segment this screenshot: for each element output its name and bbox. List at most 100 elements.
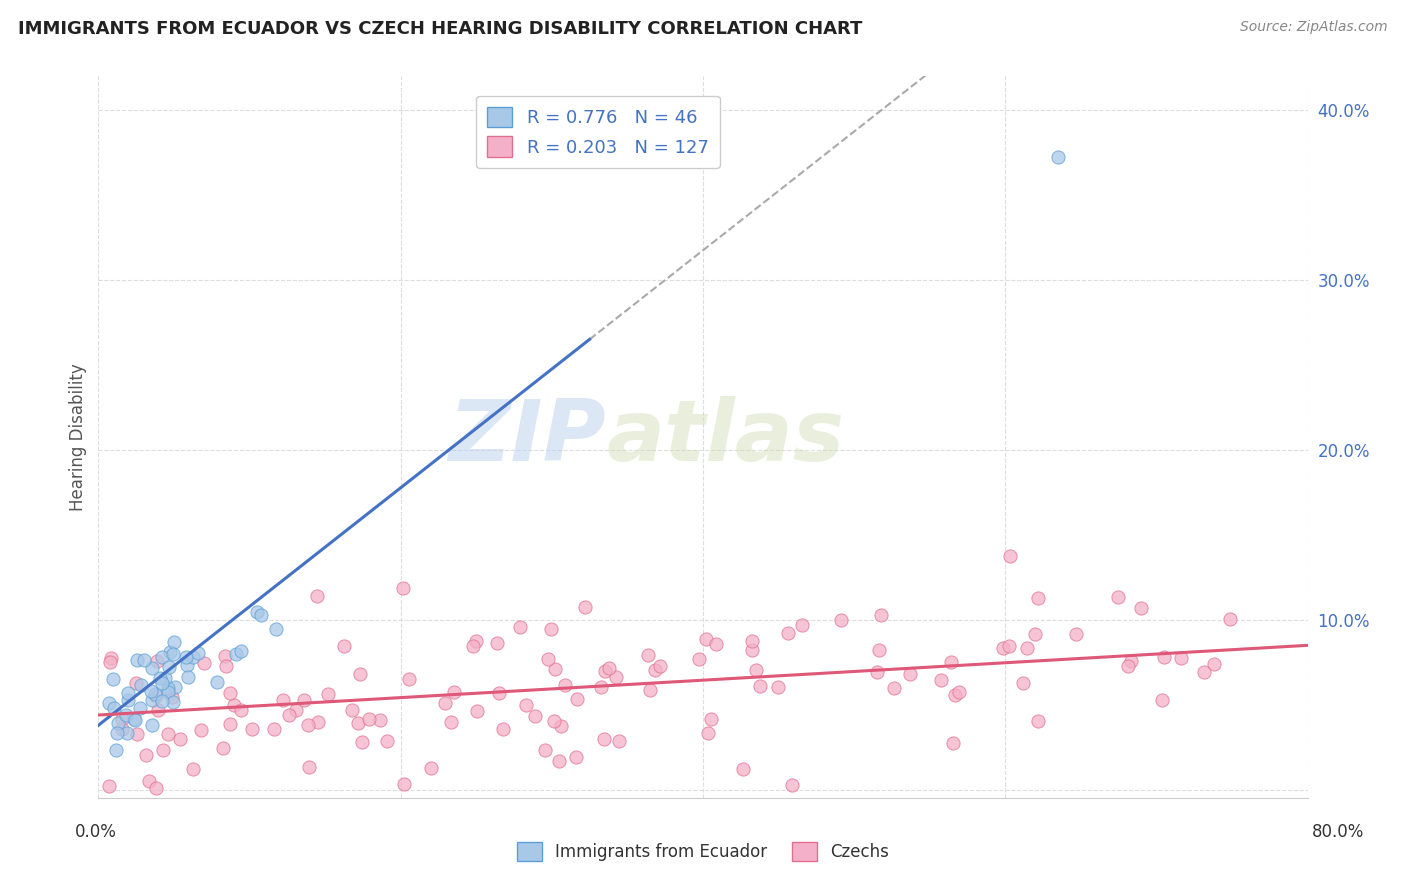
Point [152,742,174,756]
Point [1153,649,1175,664]
Point [574,599,596,614]
Point [1015,641,1038,656]
Point [156,681,179,695]
Point [593,732,616,747]
Point [1026,714,1049,729]
Point [117,726,139,740]
Point [214,649,236,664]
Point [780,778,803,792]
Point [866,665,889,679]
Point [292,693,315,707]
Point [463,639,485,653]
Point [100,651,122,665]
Point [284,702,307,716]
Point [644,663,666,677]
Point [591,680,613,694]
Point [229,644,252,658]
Point [607,734,630,748]
Point [548,754,571,768]
Point [998,549,1021,563]
Point [132,653,155,667]
Point [146,654,169,668]
Point [211,741,233,756]
Point [333,639,356,653]
Point [540,622,562,636]
Point [141,718,163,732]
Point [515,698,537,712]
Point [150,676,173,690]
Point [1047,150,1070,164]
Point [440,714,463,729]
Point [443,685,465,699]
Point [352,735,374,749]
Text: 0.0%: 0.0% [75,822,117,840]
Point [160,690,183,704]
Point [745,663,768,677]
Point [263,722,285,736]
Point [534,743,557,757]
Point [100,655,122,669]
Point [135,747,157,762]
Point [598,660,620,674]
Point [748,679,770,693]
Legend: Immigrants from Ecuador, Czechs: Immigrants from Ecuador, Czechs [510,835,896,868]
Point [163,635,186,649]
Point [107,715,129,730]
Point [129,678,152,692]
Point [176,658,198,673]
Point [398,672,420,686]
Point [488,686,510,700]
Point [122,712,145,726]
Point [943,688,966,702]
Point [1024,627,1046,641]
Point [225,648,247,662]
Point [342,703,364,717]
Point [1170,650,1192,665]
Point [117,686,139,700]
Point [868,643,890,657]
Point [177,670,200,684]
Point [159,644,181,658]
Point [1011,676,1033,690]
Point [138,774,160,789]
Point [298,760,321,774]
Point [125,727,148,741]
Point [492,722,515,736]
Point [1202,657,1225,671]
Point [271,692,294,706]
Point [1116,659,1139,673]
Point [277,708,299,723]
Point [111,712,134,726]
Point [593,664,616,678]
Point [127,653,149,667]
Point [162,647,184,661]
Point [648,659,671,673]
Point [111,723,134,737]
Point [544,662,567,676]
Point [524,708,547,723]
Point [550,719,572,733]
Point [830,613,852,627]
Point [181,762,204,776]
Point [564,749,586,764]
Point [766,680,789,694]
Point [419,761,441,775]
Point [205,675,228,690]
Point [1119,654,1142,668]
Point [297,718,319,732]
Point [347,715,370,730]
Point [733,762,755,776]
Point [145,689,167,703]
Point [152,650,174,665]
Point [240,723,263,737]
Point [948,684,970,698]
Point [486,636,509,650]
Point [1130,600,1153,615]
Point [305,589,328,603]
Point [554,678,576,692]
Point [509,620,531,634]
Point [605,670,627,684]
Point [219,717,242,731]
Point [567,692,589,706]
Point [900,666,922,681]
